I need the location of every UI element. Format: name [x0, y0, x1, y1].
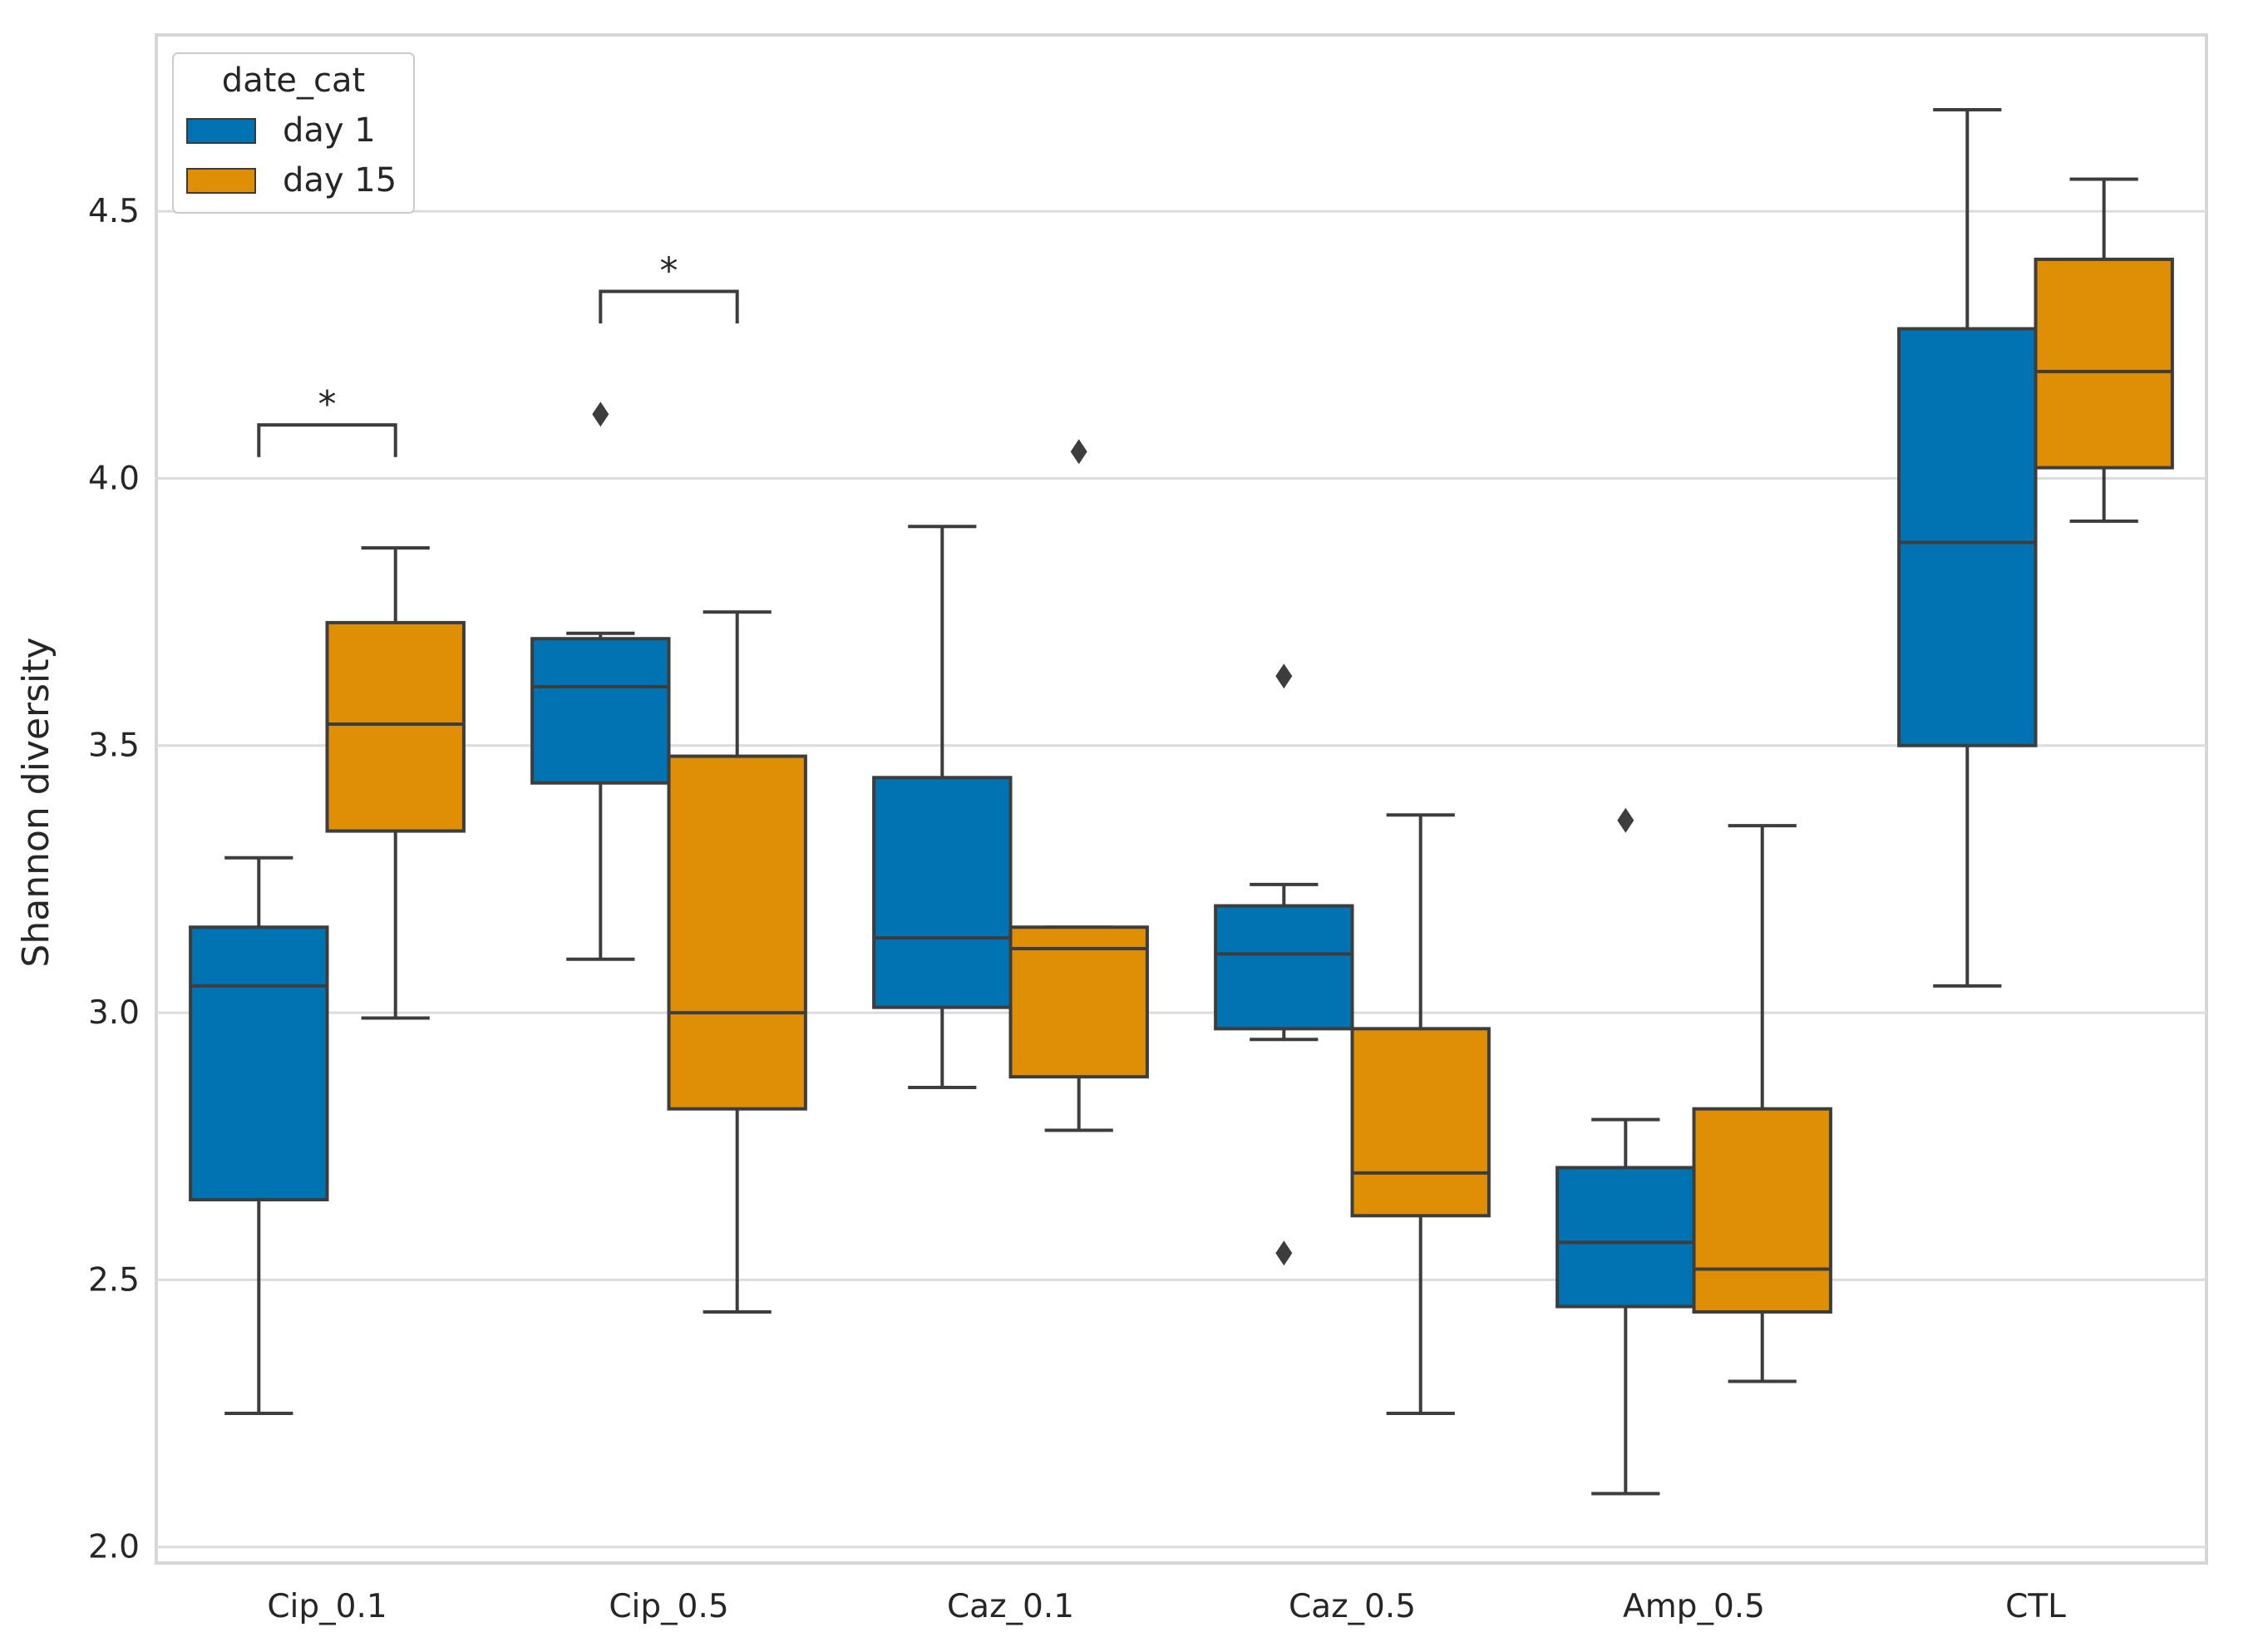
- box-group: [2034, 177, 2174, 523]
- significance-label: *: [318, 383, 337, 426]
- y-tick-label: 3.5: [88, 727, 140, 765]
- outlier-point: [1617, 807, 1634, 833]
- significance-bracket: [599, 289, 739, 324]
- box-iqr: [872, 776, 1013, 1009]
- axes: Shannon diversity 2.0 2.5 3.0 3.5 4.0 4.5 Cip_…: [15, 193, 2066, 1625]
- legend-swatch-day-1: [186, 118, 256, 144]
- legend-label-day-15: day 15: [283, 161, 397, 200]
- y-tick-label: 4.5: [88, 193, 140, 230]
- box-group: [530, 402, 671, 961]
- plot-frame: [155, 33, 2208, 1565]
- x-tick-label: Amp_0.5: [1623, 1588, 1765, 1625]
- y-tick-label: 2.5: [88, 1261, 140, 1299]
- box-group: [1214, 663, 1354, 1266]
- outlier-point: [592, 402, 609, 427]
- box-iqr: [1008, 925, 1149, 1079]
- box-iqr: [2034, 257, 2174, 470]
- box-iqr: [1692, 1107, 1832, 1314]
- box-group: [1350, 813, 1491, 1416]
- box-group: [667, 610, 807, 1314]
- legend-swatch-day-15: [186, 168, 256, 194]
- box-iqr: [1350, 1027, 1491, 1218]
- x-tick-label: Caz_0.1: [947, 1588, 1074, 1625]
- box-series: [189, 107, 2174, 1496]
- y-axis-label: Shannon diversity: [15, 637, 57, 967]
- gridlines: [155, 33, 2208, 1565]
- box-iqr: [1556, 1166, 1696, 1309]
- box-group: [1897, 107, 2038, 988]
- box-iqr: [1214, 904, 1354, 1031]
- outlier-point: [1275, 1240, 1293, 1266]
- box-iqr: [189, 925, 329, 1201]
- x-tick-label: CTL: [2005, 1588, 2066, 1625]
- legend: date_cat day 1 day 15: [172, 52, 415, 214]
- box-group: [189, 856, 329, 1416]
- box-group: [1008, 439, 1149, 1132]
- box-group: [872, 525, 1013, 1090]
- box-group: [1692, 824, 1832, 1383]
- y-tick-label: 2.0: [88, 1529, 140, 1566]
- significance-label: *: [660, 249, 678, 292]
- y-tick-label: 3.0: [88, 994, 140, 1032]
- legend-label-day-1: day 1: [283, 111, 376, 150]
- box-iqr: [1897, 327, 2038, 747]
- y-tick-label: 4.0: [88, 460, 140, 497]
- x-tick-label: Caz_0.5: [1289, 1588, 1416, 1625]
- box-iqr: [667, 754, 807, 1111]
- significance-bracket: [257, 423, 397, 457]
- outlier-point: [1275, 663, 1293, 689]
- box-iqr: [325, 620, 466, 833]
- significance-annotations: **: [257, 249, 739, 457]
- x-tick-label: Cip_0.1: [267, 1588, 387, 1625]
- legend-title: date_cat: [222, 62, 365, 100]
- x-tick-label: Cip_0.5: [609, 1588, 728, 1625]
- box-iqr: [530, 637, 671, 785]
- box-group: [1556, 807, 1696, 1496]
- outlier-point: [1070, 439, 1087, 465]
- box-group: [325, 545, 466, 1020]
